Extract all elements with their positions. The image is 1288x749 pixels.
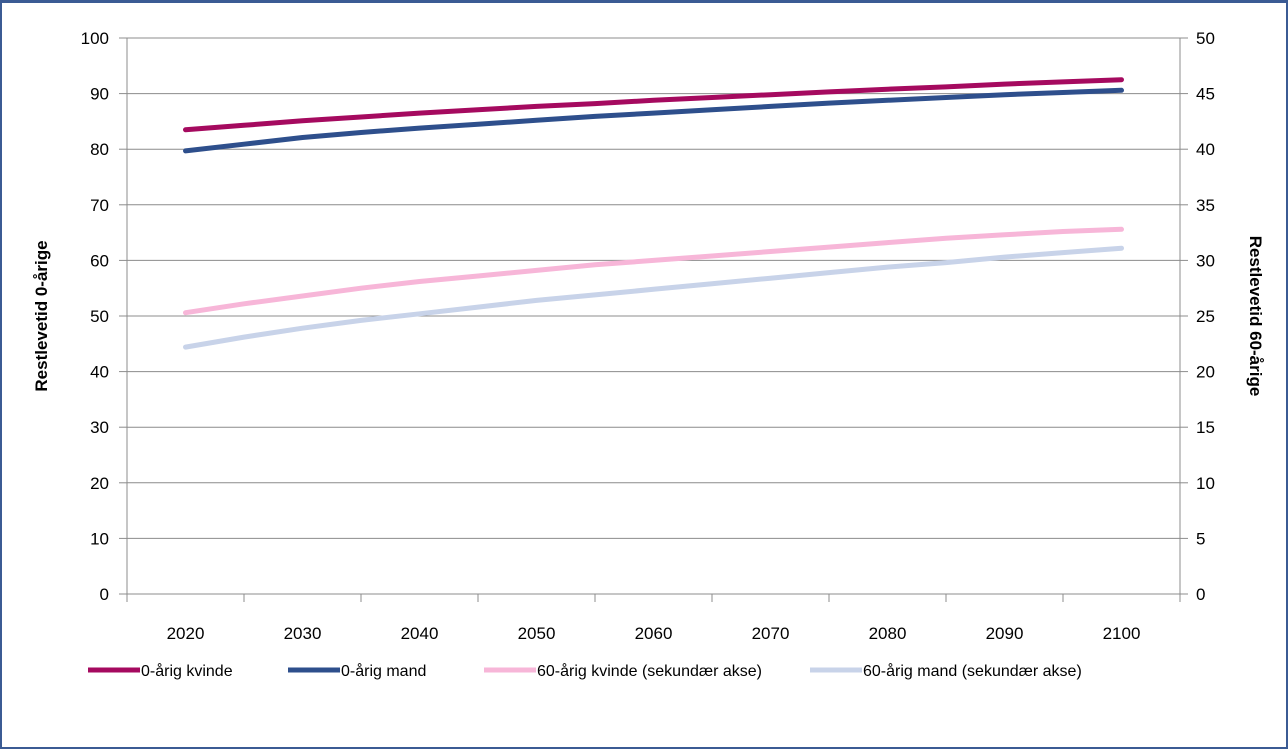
y2-tick-label: 0 [1196,585,1205,604]
y-tick-label: 40 [90,363,109,382]
y2-tick-label: 20 [1196,363,1215,382]
y-tick-label: 70 [90,196,109,215]
y-tick-label: 80 [90,140,109,159]
y2-tick-label: 25 [1196,307,1215,326]
y2-tick-label: 10 [1196,474,1215,493]
y-tick-label: 20 [90,474,109,493]
legend: 0-årig kvinde 0-årig mand 60-årig kvinde (… [88,662,1082,680]
y2-axis-title: Restlevetid 60-årige [1246,236,1265,397]
legend-label: 60-årig kvinde (sekundær akse) [537,662,762,680]
legend-label: 60-årig mand (sekundær akse) [863,662,1082,680]
y-tick-label: 100 [81,29,109,48]
y2-tick-label: 35 [1196,196,1215,215]
y-tick-label: 50 [90,307,109,326]
legend-label: 0-årig kvinde [141,662,233,680]
series-line-60-rig-mand-sekund-r-akse- [183,245,1124,350]
x-tick-label: 2050 [518,624,556,643]
gridlines [127,37,1180,539]
x-tick-label: 2040 [401,624,439,643]
y2-tick-label: 50 [1196,29,1215,48]
y2-tick-labels: 0 5 10 15 20 25 30 35 40 45 50 [1196,29,1215,604]
y-tick-label: 10 [90,529,109,548]
y2-tick-label: 45 [1196,85,1215,104]
y-tick-label: 0 [100,585,109,604]
x-tick-label: 2090 [986,624,1024,643]
y-tick-labels: 0 10 20 30 40 50 60 70 80 90 100 [81,29,109,604]
series-line-0-rig-kvinde [183,77,1124,133]
x-tick-label: 2070 [752,624,790,643]
legend-item: 0-årig kvinde [88,662,233,680]
x-tick-label: 2060 [635,624,673,643]
y-axis-title: Restlevetid 0-årige [32,240,51,391]
series-line-60-rig-kvinde-sekund-r-akse- [183,226,1124,316]
x-tick-label: 2020 [167,624,205,643]
legend-label: 0-årig mand [341,662,426,680]
y-tick-label: 90 [90,85,109,104]
x-tick-label: 2080 [869,624,907,643]
series-lines [183,77,1124,350]
x-tick-labels: 2020 2030 2040 2050 2060 2070 2080 2090 2100 [167,624,1141,643]
series-line-0-rig-mand [183,87,1124,154]
y2-tick-label: 40 [1196,140,1215,159]
y2-tick-label: 5 [1196,529,1205,548]
legend-item: 60-årig mand (sekundær akse) [810,662,1082,680]
legend-item: 60-årig kvinde (sekundær akse) [484,662,762,680]
y-tick-label: 30 [90,418,109,437]
x-tick-label: 2030 [284,624,322,643]
y2-tick-label: 30 [1196,251,1215,270]
y2-tick-label: 15 [1196,418,1215,437]
x-tick-label: 2100 [1103,624,1141,643]
legend-item: 0-årig mand [288,662,426,680]
axes [119,37,1188,602]
y-tick-label: 60 [90,251,109,270]
